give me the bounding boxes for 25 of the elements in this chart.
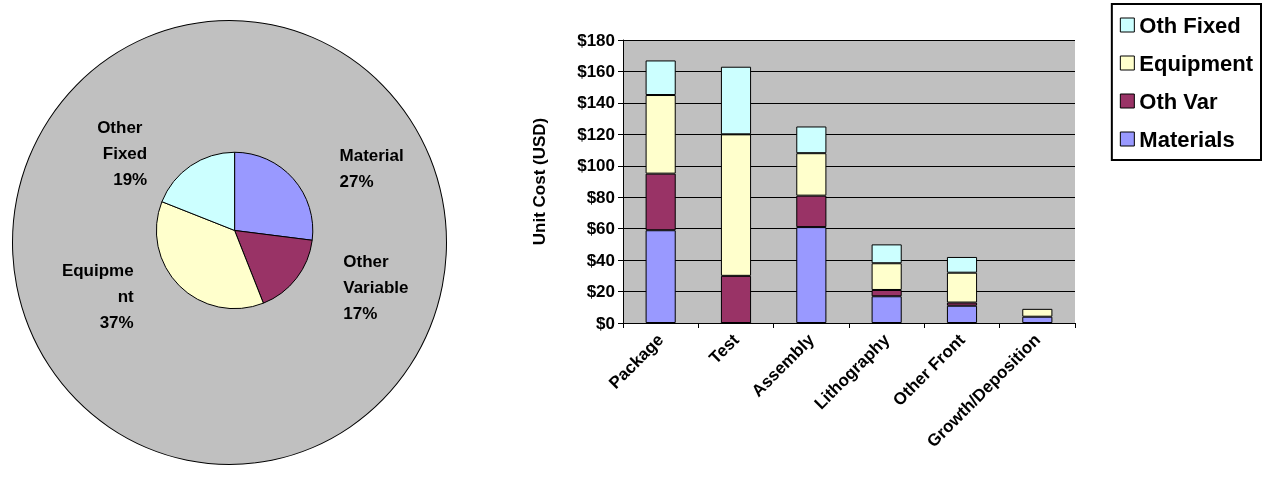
legend-label: Oth Fixed <box>1139 12 1241 38</box>
y-tick-label: $160 <box>577 61 615 81</box>
data-label: 19% <box>113 169 148 189</box>
y-tick-label: $140 <box>577 93 615 113</box>
x-tick-label: Test <box>705 330 743 368</box>
y-tick-label: $20 <box>586 282 615 302</box>
y-tick-label: $40 <box>586 250 615 270</box>
y-tick-label: $100 <box>577 156 615 176</box>
data-label: 27% <box>339 172 374 192</box>
data-label: 17% <box>343 304 378 324</box>
slice-label: Equipment <box>61 260 135 306</box>
slice-label: Material <box>339 146 404 166</box>
y-tick-label: $180 <box>577 30 615 50</box>
slice-label: Other Fixed <box>97 117 148 163</box>
legend-label: Materials <box>1139 126 1235 152</box>
y-tick-label: $0 <box>596 313 615 333</box>
bar <box>946 305 978 323</box>
legend-label: Equipment <box>1139 50 1254 76</box>
legend-label: Oth Var <box>1139 88 1219 114</box>
y-tick-label: $120 <box>577 124 615 144</box>
y-axis-title: Unit Cost (USD) <box>530 117 549 246</box>
y-tick-label: $60 <box>586 219 615 239</box>
data-label: 37% <box>99 312 134 332</box>
slice-label: Other Variable <box>343 252 409 298</box>
y-tick-label: $80 <box>586 187 615 207</box>
